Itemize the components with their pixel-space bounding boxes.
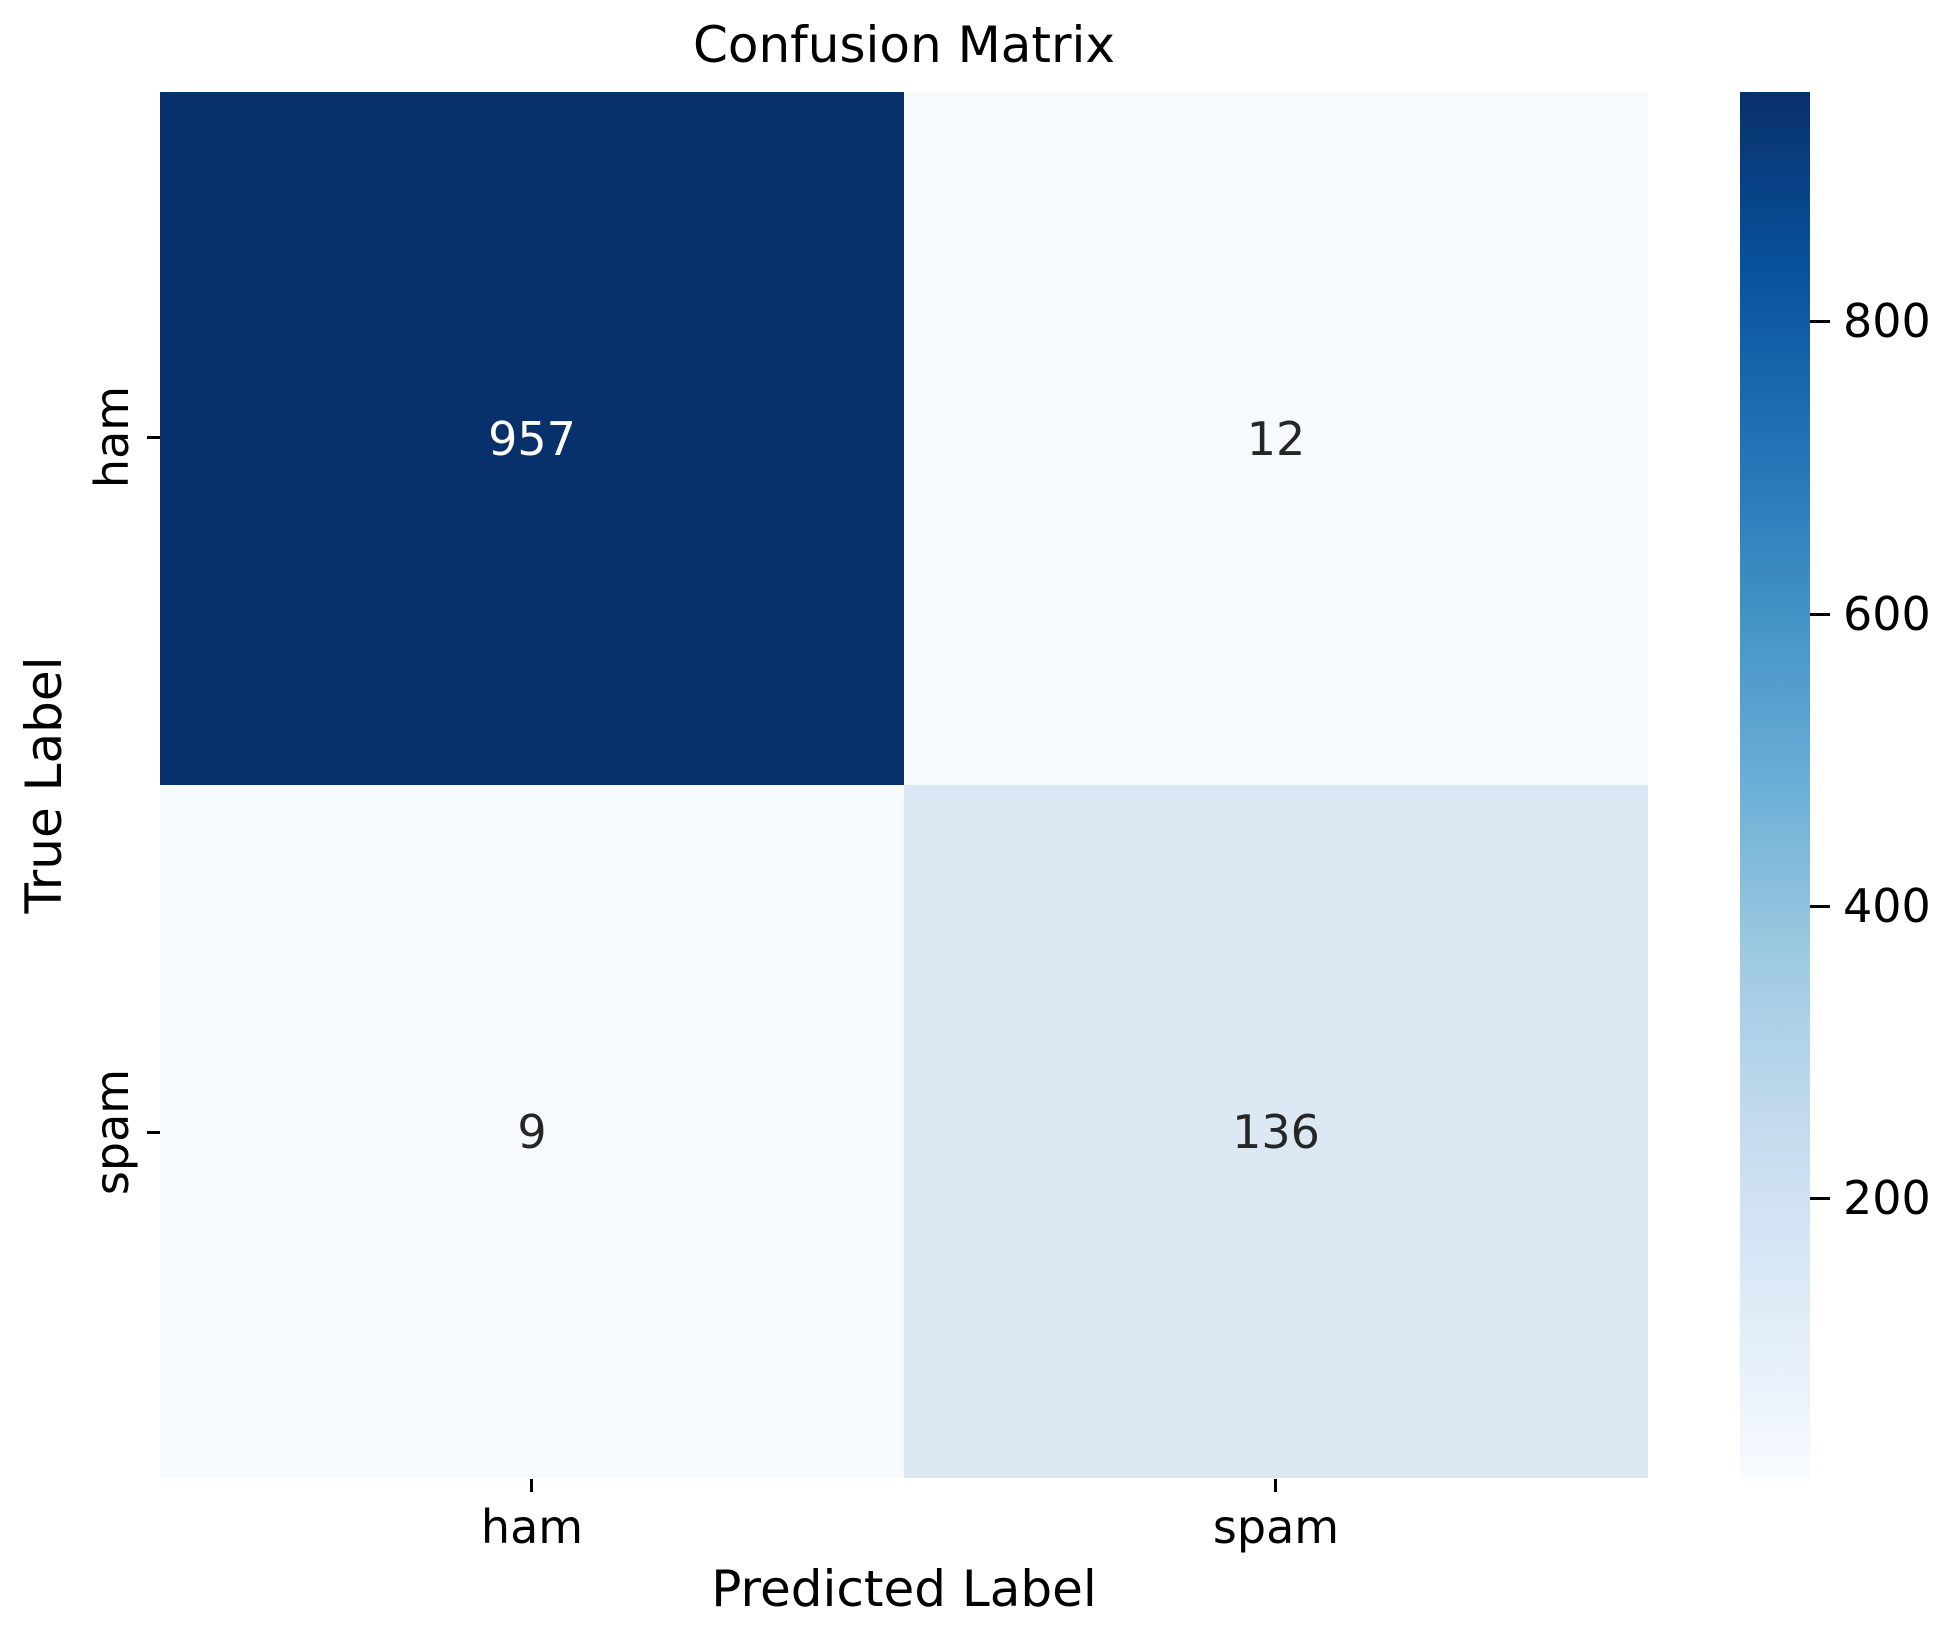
colorbar-tick-mark-800 — [1810, 320, 1830, 323]
y-tick-mark-spam — [147, 1131, 160, 1134]
x-tick-mark-spam — [1274, 1479, 1277, 1492]
colorbar-tick-label-200: 200 — [1843, 1171, 1931, 1225]
cell-true-ham-pred-ham: 957 — [160, 92, 904, 785]
colorbar-tick-label-600: 600 — [1843, 587, 1931, 641]
x-tick-mark-ham — [530, 1479, 533, 1492]
cell-true-spam-pred-spam: 136 — [904, 785, 1648, 1478]
y-tick-label-ham: ham — [85, 385, 139, 489]
colorbar-gradient — [1740, 92, 1810, 1478]
colorbar-tick-label-400: 400 — [1843, 879, 1931, 933]
colorbar-tick-mark-200 — [1810, 1197, 1830, 1200]
y-axis-label: True Label — [15, 656, 73, 914]
heatmap-grid: 957 12 9 136 — [160, 92, 1648, 1478]
cell-value-ham-ham: 957 — [488, 411, 576, 466]
cell-true-ham-pred-spam: 12 — [904, 92, 1648, 785]
colorbar-tick-mark-400 — [1810, 905, 1830, 908]
cell-value-ham-spam: 12 — [1246, 411, 1306, 466]
colorbar-tick-mark-600 — [1810, 613, 1830, 616]
colorbar-tick-label-800: 800 — [1843, 294, 1931, 348]
x-axis-label: Predicted Label — [711, 1560, 1097, 1618]
x-tick-label-ham: ham — [480, 1500, 584, 1554]
cell-true-spam-pred-ham: 9 — [160, 785, 904, 1478]
x-tick-label-spam: spam — [1212, 1500, 1340, 1554]
y-tick-label-spam: spam — [85, 1068, 139, 1196]
cell-value-spam-ham: 9 — [517, 1104, 547, 1159]
chart-title: Confusion Matrix — [692, 16, 1116, 74]
cell-value-spam-spam: 136 — [1232, 1104, 1320, 1159]
y-tick-mark-ham — [147, 436, 160, 439]
